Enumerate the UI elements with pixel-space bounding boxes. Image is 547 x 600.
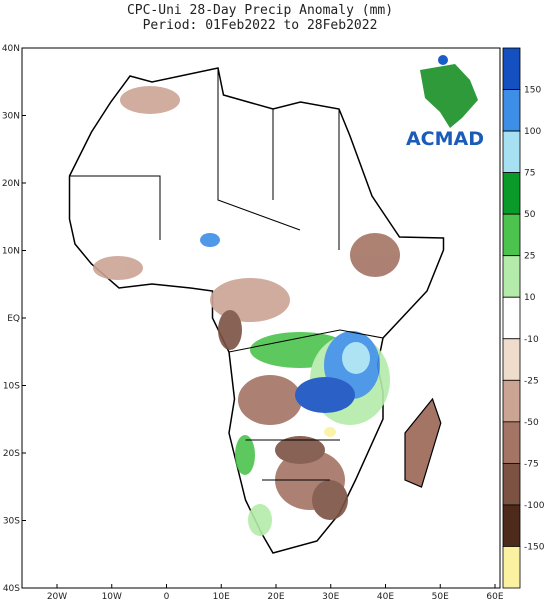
lat-label: 40N xyxy=(2,44,20,54)
legend-label: 50 xyxy=(524,210,536,220)
legend-label: -150 xyxy=(524,542,545,552)
lon-label: 0 xyxy=(164,592,170,600)
logo-text: ACMAD xyxy=(406,128,484,150)
subtitle: Period: 01Feb2022 to 28Feb2022 xyxy=(143,18,378,33)
lat-label: 40S xyxy=(3,584,20,594)
legend-swatch xyxy=(502,504,521,547)
legend-swatch xyxy=(502,338,521,381)
lat-label: 30N xyxy=(2,112,20,122)
lat-label: 10S xyxy=(3,382,20,392)
lon-label: 20W xyxy=(47,592,67,600)
legend-label: -10 xyxy=(524,335,539,345)
lon-label: 30E xyxy=(322,592,339,600)
legend-label: -25 xyxy=(524,376,539,386)
legend-label: -75 xyxy=(524,459,539,469)
lon-label: 50E xyxy=(432,592,449,600)
legend-swatch xyxy=(502,296,521,340)
africa xyxy=(68,67,445,554)
lat-label: 10N xyxy=(2,247,20,257)
legend-label: 10 xyxy=(524,293,536,303)
legend-swatch xyxy=(502,379,521,423)
legend-label: -50 xyxy=(524,418,539,428)
logo: ACMAD xyxy=(406,55,484,150)
legend-label: 75 xyxy=(524,169,535,179)
title: CPC-Uni 28-Day Precip Anomaly (mm) xyxy=(127,3,393,18)
lon-label: 40E xyxy=(377,592,394,600)
legend-swatch xyxy=(502,89,521,132)
lon-label: 10E xyxy=(213,592,230,600)
lon-label: 60E xyxy=(486,592,503,600)
legend-swatch xyxy=(502,213,521,257)
legend-swatch xyxy=(502,130,521,174)
legend-label: -100 xyxy=(524,501,545,511)
lat-label: 30S xyxy=(3,517,20,527)
legend-swatch xyxy=(502,255,521,298)
lon-label: 10W xyxy=(102,592,122,600)
lat-label: EQ xyxy=(7,314,20,324)
legend-swatch xyxy=(502,462,521,506)
legend-swatch xyxy=(502,546,521,589)
legend-swatch xyxy=(502,172,521,215)
lat-label: 20S xyxy=(3,449,20,459)
legend-label: 100 xyxy=(524,127,541,137)
legend-swatch xyxy=(502,47,521,90)
lon-label: 20E xyxy=(267,592,284,600)
legend-label: 150 xyxy=(524,86,541,96)
lat-label: 20N xyxy=(2,179,20,189)
legend-label: 25 xyxy=(524,252,535,262)
legend-swatch xyxy=(502,421,521,464)
